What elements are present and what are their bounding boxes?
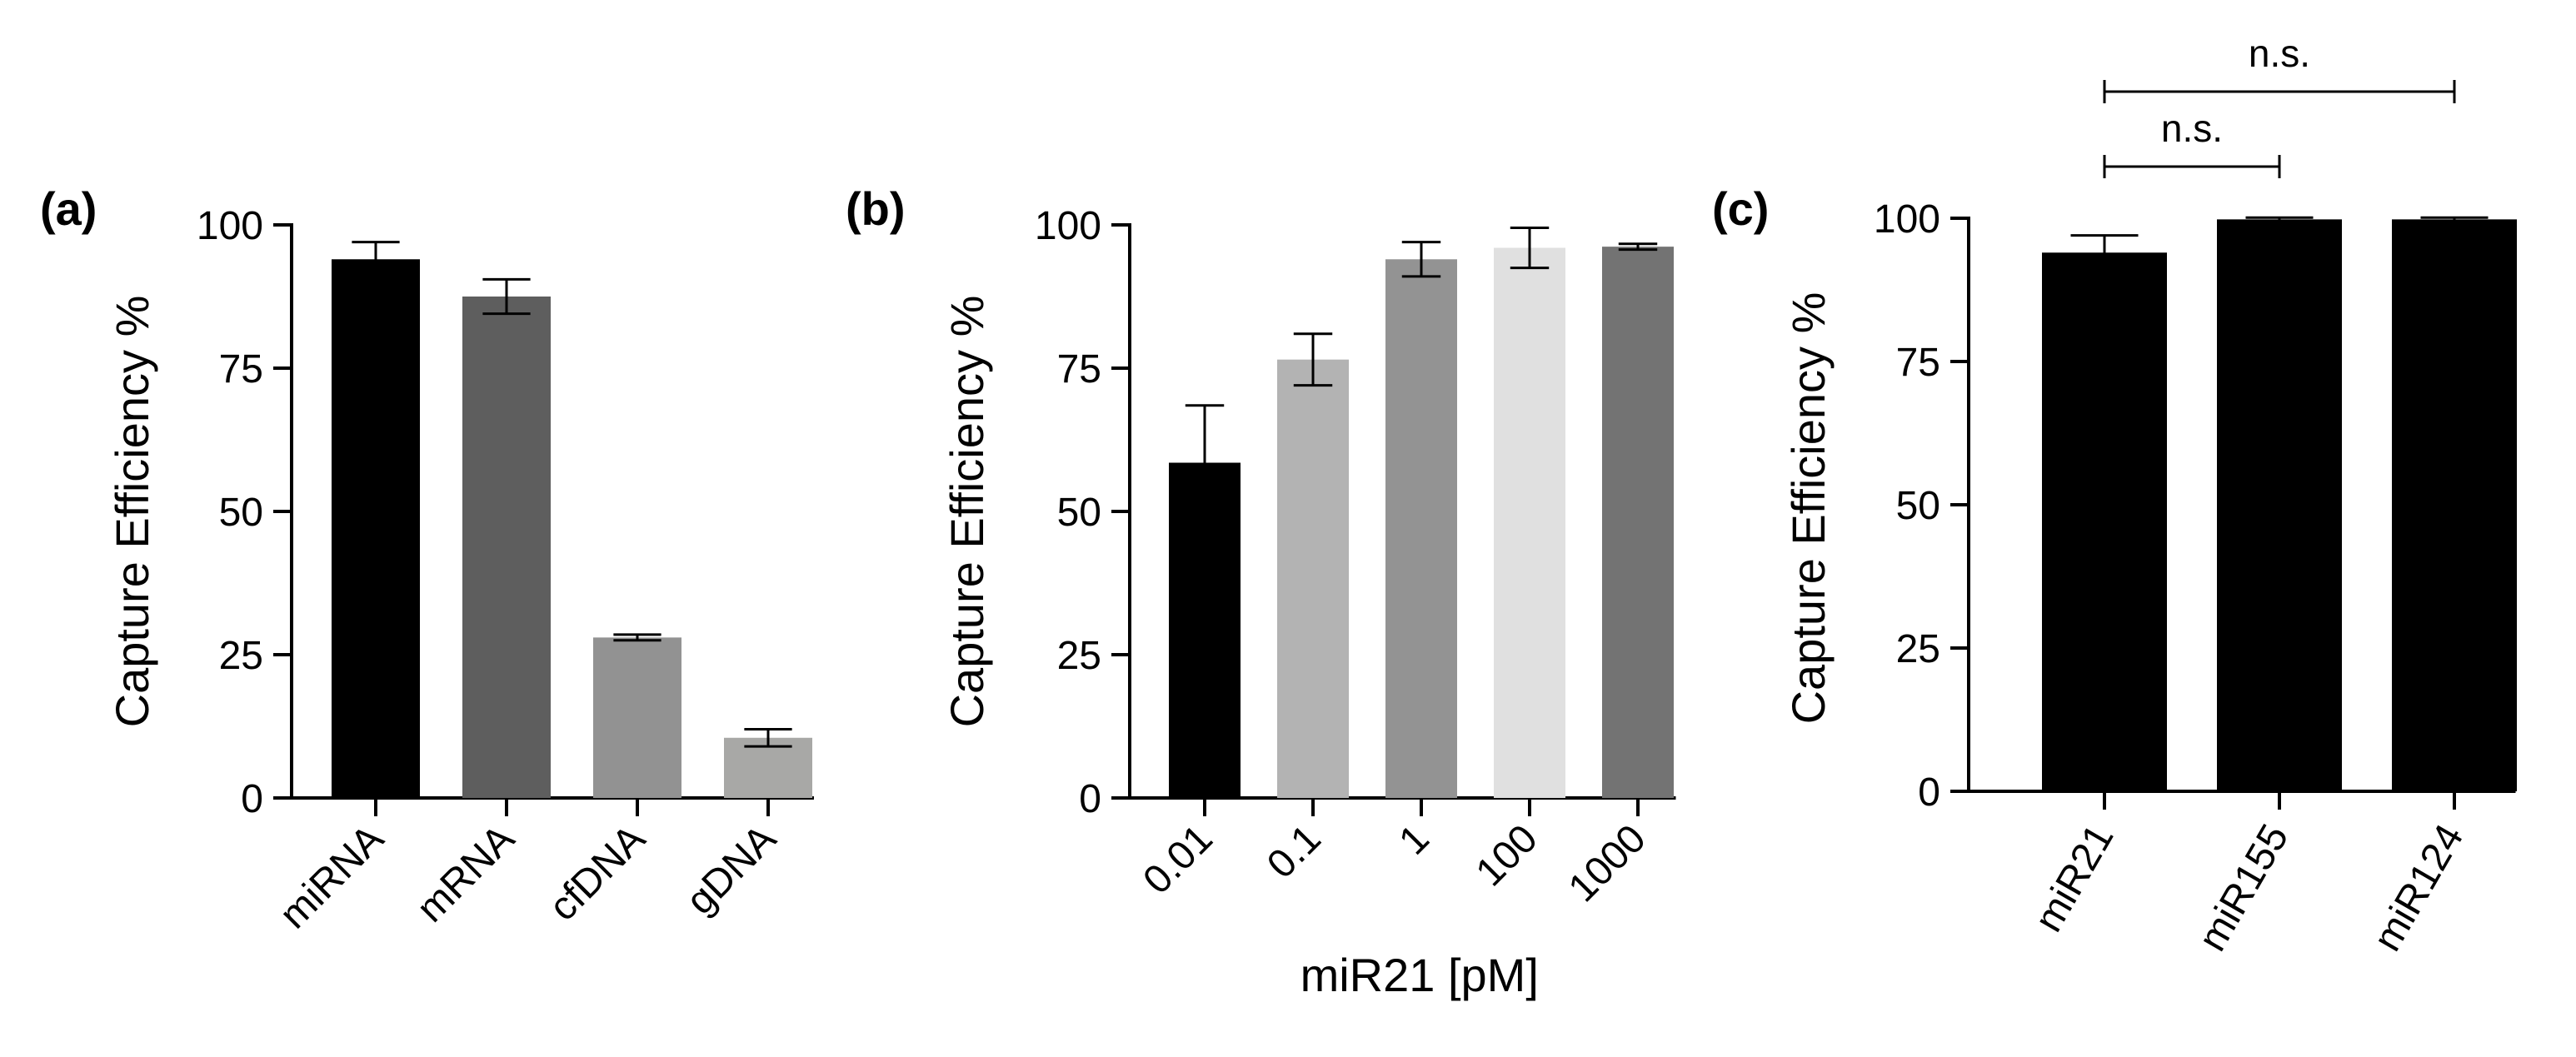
- panel-c-ytick-label: 75: [1896, 341, 1940, 385]
- panel-a-bar: [593, 637, 681, 798]
- panel-a-ytick-label: 25: [219, 634, 263, 678]
- panel-b-label: (b): [846, 182, 906, 235]
- panel-b-bar: [1602, 247, 1674, 798]
- panel-b-category-label: 0.01: [1135, 816, 1221, 903]
- panel-a-category-label: miRNA: [272, 816, 392, 937]
- panel-a-category-label: gDNA: [678, 816, 785, 923]
- panel-a-label: (a): [40, 182, 97, 235]
- panel-a-bar: [724, 737, 812, 798]
- panel-c-sig-label: n.s.: [2161, 107, 2223, 150]
- panel-c-label: (c): [1712, 182, 1769, 235]
- panel-a-ytick-label: 0: [241, 777, 263, 821]
- panel-b-category-label: 100: [1468, 816, 1546, 895]
- panel-b-category-label: 1000: [1560, 816, 1655, 910]
- panel-b-ytick-label: 100: [1035, 204, 1101, 248]
- panel-c-category-label: miR155: [2190, 817, 2298, 959]
- panel-a-bar: [462, 297, 551, 798]
- panel-c-bar: [2042, 252, 2167, 791]
- panel-c-ytick-label: 50: [1896, 484, 1940, 528]
- panel-a-ytick-label: 50: [219, 491, 263, 535]
- panel-b-xlabel: miR21 [pM]: [1300, 949, 1539, 1001]
- panel-a-ylabel: Capture Efficiency %: [106, 296, 158, 728]
- panel-c-bar: [2217, 219, 2342, 792]
- panel-c-category-label: miR21: [2026, 817, 2122, 940]
- panel-a-ytick-label: 100: [197, 204, 263, 248]
- panel-c-ytick-label: 25: [1896, 627, 1940, 671]
- panel-c-ytick-label: 0: [1918, 770, 1940, 815]
- panel-a-ytick-label: 75: [219, 347, 263, 391]
- panel-c-ylabel: Capture Efficiency %: [1782, 292, 1835, 725]
- panel-b-bar: [1277, 359, 1349, 798]
- panel-b-category-label: 0.1: [1259, 816, 1330, 887]
- panel-b-ytick-label: 25: [1057, 634, 1101, 678]
- panel-c-sig-label: n.s.: [2249, 32, 2310, 75]
- panel-b-ytick-label: 0: [1079, 777, 1101, 821]
- panel-a-category-label: cfDNA: [541, 816, 654, 930]
- panel-b-bar: [1385, 259, 1457, 798]
- panel-c-ytick-label: 100: [1874, 197, 1940, 242]
- panel-b-ytick-label: 75: [1057, 347, 1101, 391]
- panel-a-bar: [332, 259, 420, 798]
- panel-c-bar: [2392, 219, 2517, 792]
- panel-b-ytick-label: 50: [1057, 491, 1101, 535]
- panel-b-category-label: 1: [1390, 816, 1437, 863]
- panel-b-ylabel: Capture Efficiency %: [941, 296, 993, 728]
- panel-b-bar: [1494, 247, 1565, 798]
- panel-a-category-label: mRNA: [408, 816, 522, 930]
- panel-c-category-label: miR124: [2365, 817, 2473, 959]
